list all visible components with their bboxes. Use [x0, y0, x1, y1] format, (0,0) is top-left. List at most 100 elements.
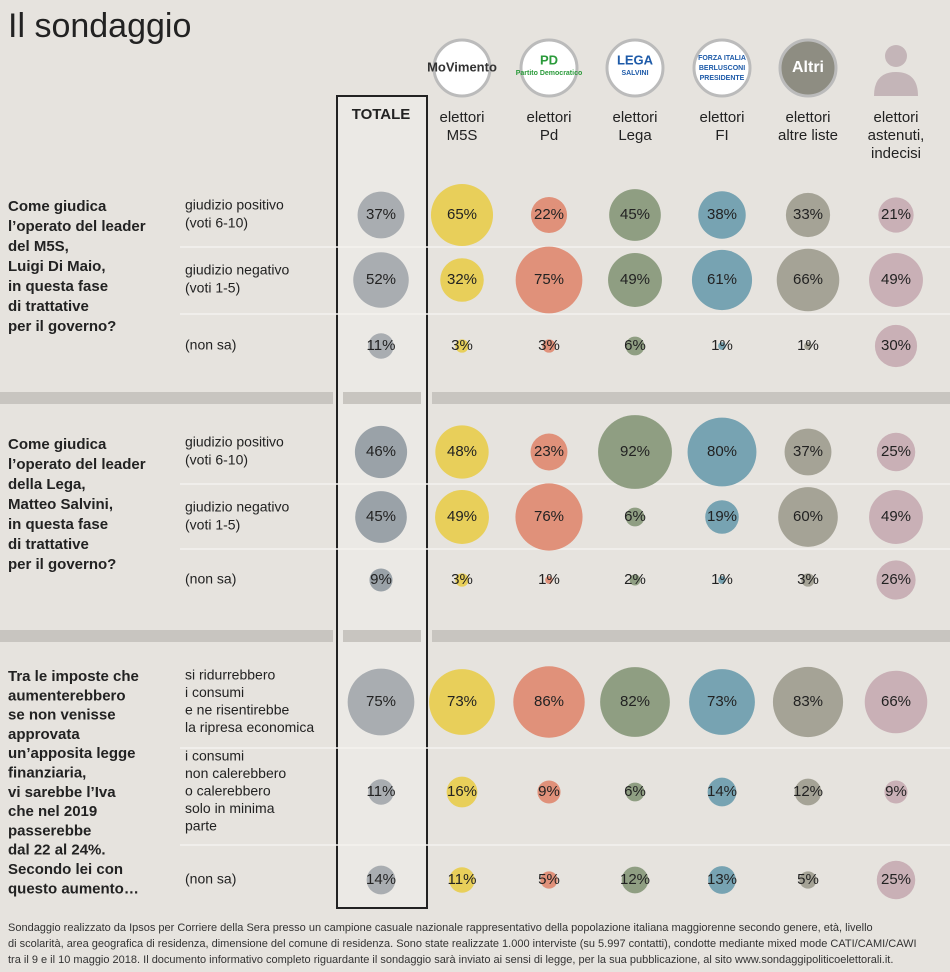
value-label: 75%: [366, 693, 396, 710]
answer-label: (voti 6-10): [185, 215, 248, 231]
value-label: 11%: [367, 337, 396, 354]
bubble: [354, 425, 408, 479]
bubble: [698, 191, 746, 239]
value-label: 92%: [620, 443, 650, 460]
bubble: [435, 425, 489, 479]
answer-label: la ripresa economica: [185, 719, 314, 735]
bubble: [368, 333, 394, 359]
value-label: 38%: [707, 206, 737, 223]
bubble: [530, 433, 568, 471]
value-label: 3%: [451, 337, 473, 354]
value-label: 48%: [447, 443, 477, 460]
value-label: 9%: [885, 783, 907, 800]
answer-label: non calerebbero: [185, 765, 286, 781]
bubble: [625, 336, 645, 356]
value-label: 52%: [366, 271, 396, 288]
question: questo aumento…: [8, 880, 139, 897]
bubble: [689, 669, 755, 735]
logo-text: PRESIDENTE: [700, 75, 745, 82]
bubble: [718, 342, 726, 350]
value-label: 2%: [624, 571, 646, 588]
column-header: elettori: [612, 109, 657, 126]
question: dal 22 al 24%.: [8, 842, 106, 859]
question: Matteo Salvini,: [8, 496, 113, 513]
value-label: 19%: [707, 508, 737, 525]
logo-text: Partito Democratico: [516, 70, 583, 77]
bubble: [784, 428, 832, 476]
answer-label: (non sa): [185, 337, 236, 353]
value-label: 25%: [881, 443, 911, 460]
value-label: 65%: [447, 206, 477, 223]
logo-text: FORZA ITALIA: [698, 55, 746, 62]
section-separator: [343, 630, 421, 642]
value-label: 5%: [538, 871, 560, 888]
bubble: [600, 667, 670, 737]
column-header: FI: [715, 127, 728, 144]
column-header: elettori: [439, 109, 484, 126]
bubble: [776, 248, 840, 312]
bubble: [625, 782, 645, 802]
answer-label: giudizio positivo: [185, 197, 284, 213]
question: approvata: [8, 726, 80, 743]
logo-text: BERLUSCONI: [699, 65, 745, 72]
column-header: astenuti,: [868, 127, 925, 144]
bubble: [357, 191, 405, 239]
value-label: 1%: [711, 337, 733, 354]
value-label: 80%: [707, 443, 737, 460]
value-label: 37%: [366, 206, 396, 223]
value-label: 66%: [881, 693, 911, 710]
question: per il governo?: [8, 318, 116, 335]
bubble: [869, 490, 923, 544]
value-label: 9%: [538, 783, 560, 800]
value-label: 26%: [881, 571, 911, 588]
column-header: elettori: [526, 109, 571, 126]
value-label: 61%: [707, 271, 737, 288]
answer-label: (voti 1-5): [185, 517, 240, 533]
value-label: 45%: [620, 206, 650, 223]
party-logo: [692, 38, 752, 98]
party-logo: [605, 38, 665, 98]
bubble: [705, 500, 739, 534]
bubble: [455, 339, 469, 353]
column-header: M5S: [447, 127, 478, 144]
bubble: [368, 779, 394, 805]
value-label: 46%: [366, 443, 396, 460]
logo-text: MoVimento: [427, 59, 497, 74]
answer-label: e ne risentirebbe: [185, 701, 290, 717]
question: vi sarebbe l’Iva: [8, 784, 116, 801]
bubble: [778, 487, 838, 547]
question: di trattative: [8, 536, 89, 553]
column-header: indecisi: [871, 145, 921, 162]
question: di trattative: [8, 298, 89, 315]
bubble: [540, 871, 558, 889]
value-label: 3%: [451, 571, 473, 588]
bubble: [609, 189, 661, 241]
answer-label: si ridurrebbero: [185, 666, 275, 682]
bubble: [772, 666, 844, 738]
answer-label: giudizio negativo: [185, 262, 290, 278]
question: finanziaria,: [8, 764, 86, 781]
question: l’operato del leader: [8, 456, 146, 473]
footer-note: tra il 9 e il 10 maggio 2018. Il documen…: [8, 954, 893, 966]
value-label: 32%: [447, 271, 477, 288]
party-logo: [519, 38, 579, 98]
bubble: [799, 871, 817, 889]
value-label: 1%: [711, 571, 733, 588]
column-header: Pd: [540, 127, 558, 144]
answer-label: parte: [185, 818, 217, 834]
answer-label: (non sa): [185, 871, 236, 887]
section-separator: [0, 392, 333, 404]
value-label: 86%: [534, 693, 564, 710]
footer-note: Sondaggio realizzato da Ipsos per Corrie…: [8, 922, 873, 934]
logo-text: LEGA: [617, 52, 654, 67]
value-label: 11%: [448, 871, 477, 888]
bubble: [876, 560, 916, 600]
answer-label: i consumi: [185, 684, 244, 700]
bubble: [884, 780, 908, 804]
bubble: [455, 573, 469, 587]
bubble: [430, 183, 494, 247]
bubble: [435, 490, 489, 544]
bubble: [691, 249, 753, 311]
question: Secondo lei con: [8, 861, 123, 878]
section-separator: [0, 630, 333, 642]
